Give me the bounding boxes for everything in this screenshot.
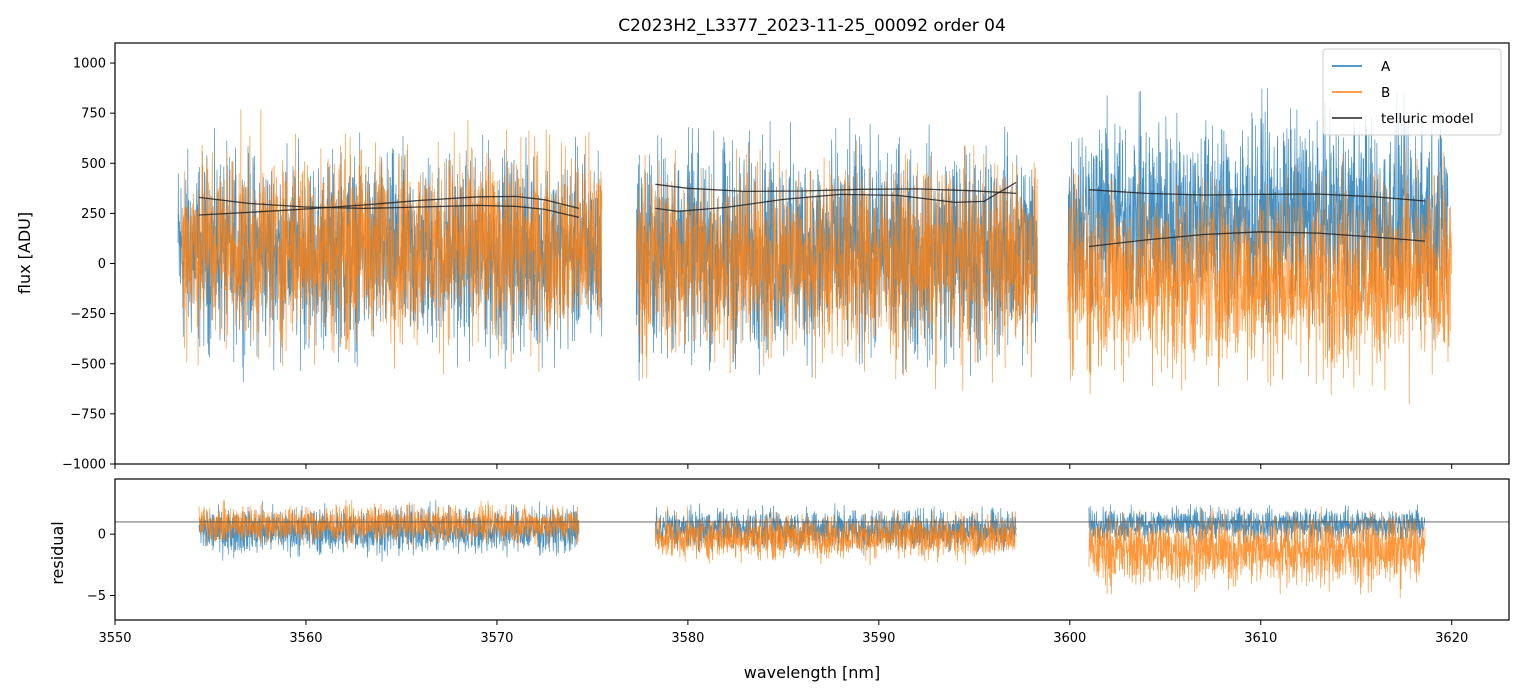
residual-y-tick-label-0: −5 <box>87 589 106 604</box>
series-a-segment-2 <box>635 118 1038 381</box>
x-tick-label-6: 3610 <box>1244 631 1277 646</box>
x-axis-label: wavelength [nm] <box>744 663 881 682</box>
flux-y-tick-label-6: 500 <box>81 157 106 172</box>
x-tick-label-5: 3600 <box>1053 631 1086 646</box>
flux-y-tick-label-4: 0 <box>98 257 106 272</box>
x-tick-label-7: 3620 <box>1435 631 1468 646</box>
flux-y-tick-label-5: 250 <box>81 207 106 222</box>
series-b-segment-1 <box>181 109 603 375</box>
chart-title: C2023H2_L3377_2023-11-25_00092 order 04 <box>618 16 1006 36</box>
flux-panel-frame <box>114 42 1510 465</box>
flux-y-tick-label-7: 750 <box>81 107 106 122</box>
residual-y-tick-label-1: 0 <box>98 528 106 543</box>
flux-panel-data <box>177 88 1453 405</box>
residual-x-ticks: 3550 3560 3570 3580 3590 3600 3610 3620 <box>98 620 1468 646</box>
residual-y-label: residual <box>48 521 67 584</box>
residual-panel-data <box>115 499 1509 599</box>
flux-y-tick-label-3: −250 <box>70 307 106 322</box>
flux-x-ticks <box>114 464 1453 469</box>
residual-a-segment-3 <box>1088 503 1426 544</box>
flux-y-tick-label-2: −500 <box>70 357 106 372</box>
x-tick-label-2: 3570 <box>480 631 513 646</box>
x-tick-label-3: 3580 <box>671 631 704 646</box>
telluric-model-curve-4 <box>655 181 1017 213</box>
legend-label-b: B <box>1381 85 1390 101</box>
legend: A B telluric model <box>1322 48 1502 136</box>
residual-b-segment-3 <box>1088 506 1426 599</box>
residual-b-segment-2 <box>655 506 1017 566</box>
flux-y-tick-label-1: −750 <box>70 407 106 422</box>
telluric-model-curve-2 <box>198 195 580 216</box>
residual-b-segment-1 <box>198 499 580 550</box>
x-tick-label-1: 3560 <box>289 631 322 646</box>
telluric-model-curve-1 <box>198 196 580 219</box>
legend-label-telluric-model: telluric model <box>1381 111 1474 127</box>
flux-y-tick-label-8: 1000 <box>73 57 106 72</box>
telluric-model-curve-5 <box>1088 189 1426 202</box>
telluric-model-curve-6 <box>1088 231 1426 248</box>
flux-y-tick-label-0: −1000 <box>62 458 106 473</box>
legend-label-a: A <box>1381 59 1391 75</box>
x-tick-label-0: 3550 <box>98 631 131 646</box>
series-b-segment-2 <box>635 140 1038 391</box>
x-tick-label-4: 3590 <box>862 631 895 646</box>
legend-box <box>1322 48 1502 136</box>
flux-y-ticks: −1000 −750 −500 −250 0 250 500 750 1000 <box>62 57 115 473</box>
residual-panel-frame <box>114 478 1510 621</box>
telluric-model-curve-3 <box>655 183 1017 195</box>
flux-y-label: flux [ADU] <box>15 212 34 294</box>
residual-y-ticks: −5 0 <box>87 528 115 604</box>
series-b-segment-3 <box>1067 147 1453 405</box>
